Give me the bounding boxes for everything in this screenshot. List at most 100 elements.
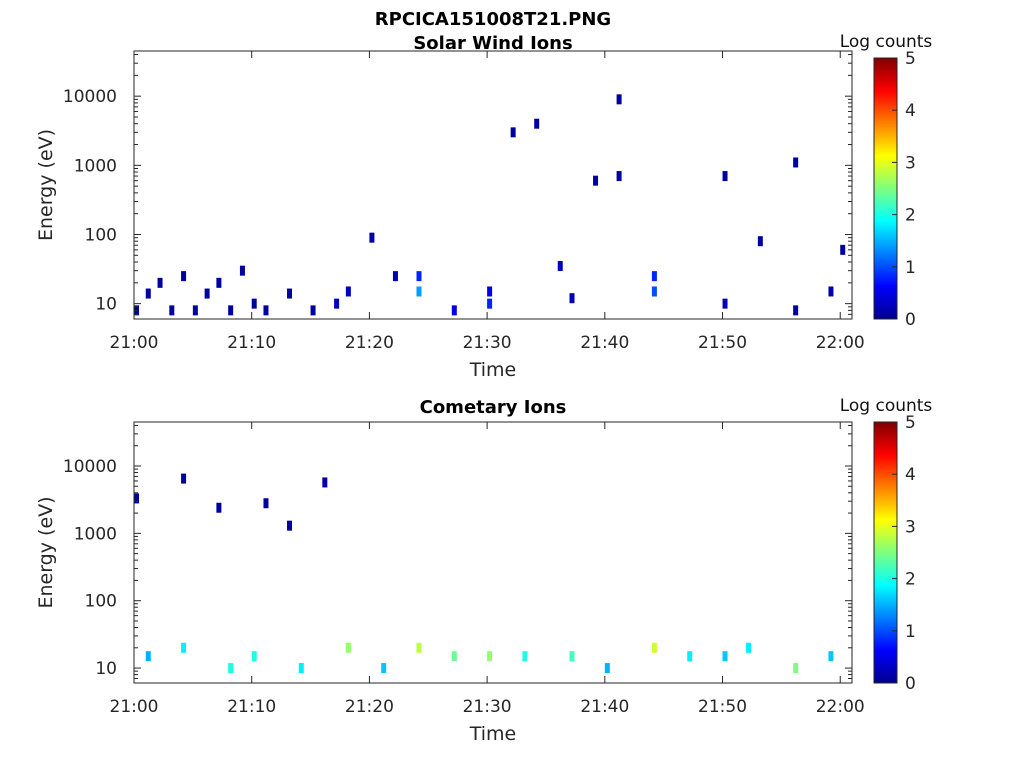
- colorbar-tick-label: 2: [905, 570, 916, 590]
- heatmap-cell: [687, 651, 693, 662]
- heatmap-cell: [310, 305, 316, 316]
- x-tick-label: 21:10: [227, 333, 276, 353]
- heatmap-cells: [134, 473, 834, 674]
- y-tick-label: 1000: [74, 156, 117, 176]
- figure-title: RPCICA151008T21.PNG: [375, 9, 611, 30]
- heatmap-cell: [263, 498, 269, 509]
- colorbar-tick-label: 0: [905, 674, 916, 694]
- heatmap-cell: [216, 502, 222, 513]
- heatmap-cell: [487, 651, 493, 662]
- colorbar-2: 0 1 2 3 4 5: [873, 413, 916, 694]
- heatmap-cell: [616, 171, 622, 182]
- heatmap-cell: [381, 663, 387, 674]
- heatmap-cell: [510, 127, 516, 138]
- solar-wind-panel: 21:00 21:10 21:20 21:30 21:40 21:50 22:00 10 100…: [35, 50, 865, 381]
- heatmap-cell: [722, 651, 728, 662]
- plot-frame: [133, 421, 853, 684]
- panel-2-title: Cometary Ions: [420, 397, 567, 418]
- heatmap-cell: [334, 298, 340, 309]
- heatmap-cell: [298, 663, 304, 674]
- y-tick-label: 1000: [74, 524, 117, 544]
- y-tick-label: 10: [95, 295, 117, 315]
- panel-1-title: Solar Wind Ions: [413, 33, 572, 54]
- x-tick-label: 21:40: [580, 697, 629, 717]
- heatmap-cells: [134, 94, 846, 316]
- heatmap-cell: [651, 286, 657, 297]
- heatmap-cell: [828, 286, 834, 297]
- colorbar-1: 0 1 2 3 4 5: [873, 49, 916, 330]
- heatmap-cell: [451, 651, 457, 662]
- heatmap-cell: [369, 232, 375, 243]
- heatmap-cell: [534, 118, 540, 129]
- x-tick-label: 21:30: [463, 697, 512, 717]
- heatmap-cell: [251, 298, 257, 309]
- x-tick-label: 21:00: [110, 333, 159, 353]
- heatmap-cell: [145, 288, 151, 299]
- heatmap-cell: [569, 651, 575, 662]
- heatmap-cell: [487, 298, 493, 309]
- colorbar-tick-label: 4: [905, 101, 916, 121]
- colorbar-tick-label: 2: [905, 206, 916, 226]
- x-tick-label: 21:40: [580, 333, 629, 353]
- heatmap-cell: [722, 171, 728, 182]
- heatmap-cell: [239, 265, 245, 276]
- heatmap-cell: [345, 642, 351, 653]
- heatmap-cell: [487, 286, 493, 297]
- heatmap-cell: [251, 651, 257, 662]
- heatmap-cell: [746, 642, 752, 653]
- x-tick-label: 21:50: [698, 333, 747, 353]
- x-tick-label: 21:00: [110, 697, 159, 717]
- heatmap-cell: [593, 175, 599, 186]
- colorbar-tick-label: 1: [905, 258, 916, 278]
- y-tick-label: 10: [95, 659, 117, 679]
- heatmap-cell: [192, 305, 198, 316]
- x-tick-label: 22:00: [816, 697, 865, 717]
- heatmap-cell: [828, 651, 834, 662]
- y-axis-label: Energy (eV): [35, 496, 57, 608]
- x-axis-label: Time: [469, 359, 517, 381]
- y-tick-label: 100: [85, 225, 117, 245]
- heatmap-cell: [134, 493, 139, 504]
- heatmap-cell: [181, 642, 187, 653]
- heatmap-cell: [840, 244, 846, 255]
- heatmap-cell: [322, 477, 328, 488]
- colorbar-tick-label: 0: [905, 310, 916, 330]
- heatmap-cell: [392, 271, 398, 282]
- heatmap-cell: [416, 271, 422, 282]
- heatmap-cell: [181, 271, 187, 282]
- heatmap-cell: [793, 305, 799, 316]
- heatmap-cell: [416, 642, 422, 653]
- heatmap-cell: [157, 277, 163, 288]
- colorbar-tick-label: 3: [905, 517, 916, 537]
- heatmap-cell: [793, 663, 799, 674]
- x-tick-label: 22:00: [816, 333, 865, 353]
- plot-frame: [133, 50, 853, 320]
- colorbar-tick-label: 5: [905, 413, 916, 433]
- heatmap-cell: [228, 305, 234, 316]
- heatmap-cell: [416, 286, 422, 297]
- heatmap-cell: [216, 277, 222, 288]
- x-tick-label: 21:20: [345, 333, 394, 353]
- x-tick-label: 21:10: [227, 697, 276, 717]
- y-tick-label: 100: [85, 592, 117, 612]
- x-axis-label: Time: [469, 723, 517, 745]
- colorbar-gradient: [873, 57, 898, 320]
- heatmap-cell: [522, 651, 528, 662]
- heatmap-cell: [204, 288, 210, 299]
- x-tick-label: 21:30: [463, 333, 512, 353]
- y-tick-label: 10000: [63, 87, 117, 107]
- heatmap-cell: [722, 298, 728, 309]
- heatmap-cell: [451, 305, 457, 316]
- heatmap-cell: [757, 236, 763, 247]
- heatmap-cell: [557, 261, 563, 272]
- colorbar-tick-label: 4: [905, 465, 916, 485]
- cometary-panel: 21:00 21:10 21:20 21:30 21:40 21:50 22:00 10 100…: [35, 421, 865, 745]
- colorbar-2-label: Log counts: [840, 396, 933, 416]
- heatmap-cell: [228, 663, 234, 674]
- heatmap-cell: [651, 642, 657, 653]
- heatmap-cell: [616, 94, 622, 105]
- x-tick-label: 21:50: [698, 697, 747, 717]
- heatmap-cell: [263, 305, 269, 316]
- x-tick-label: 21:20: [345, 697, 394, 717]
